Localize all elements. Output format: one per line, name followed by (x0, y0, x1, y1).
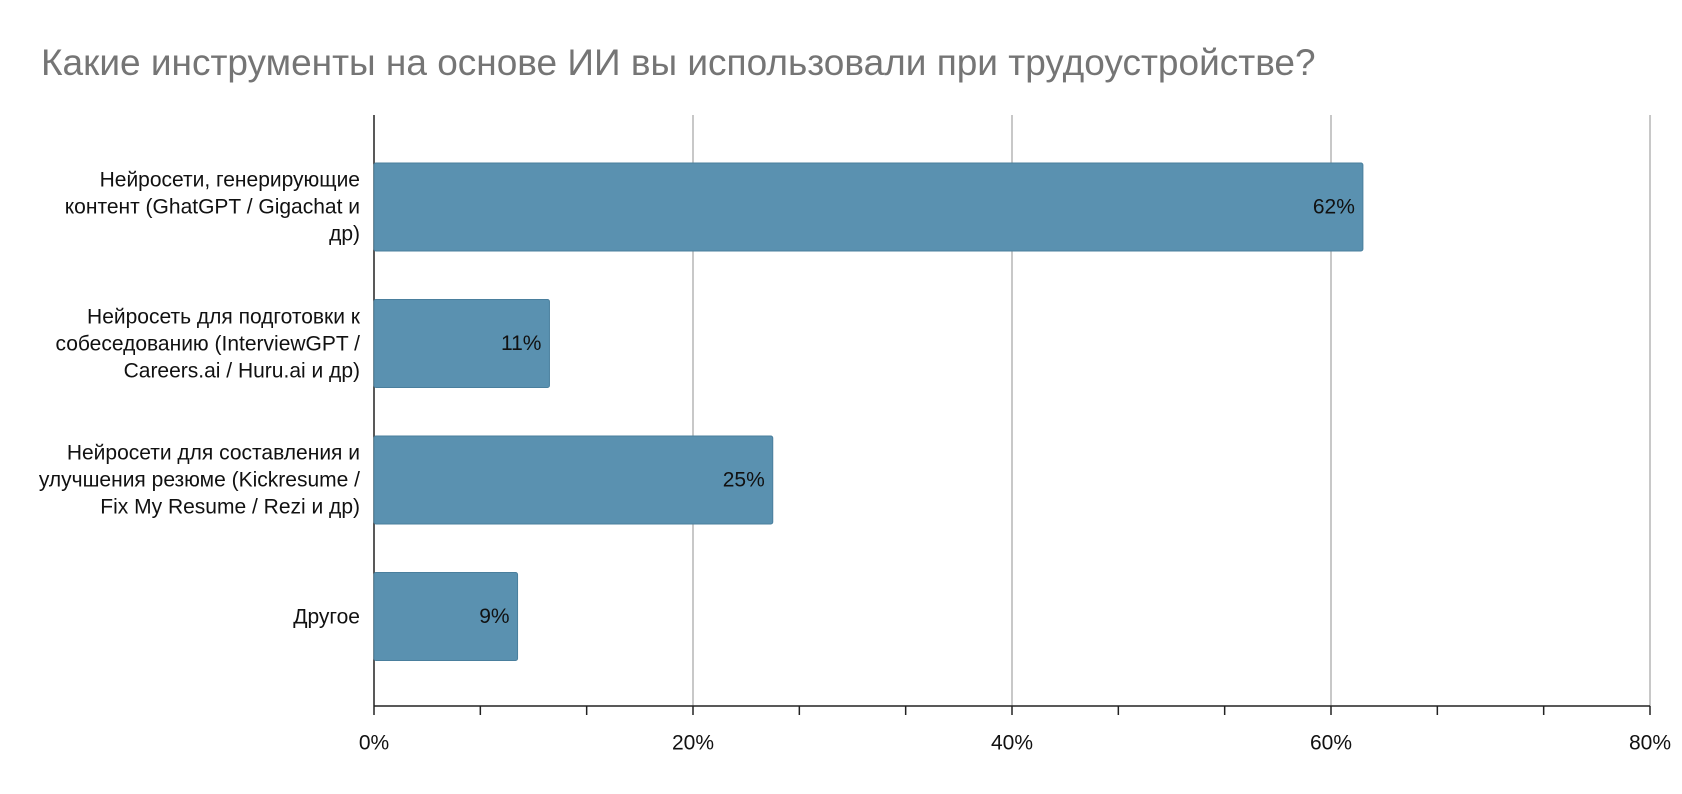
x-tick-label: 80% (1629, 732, 1671, 755)
y-tick-label: Другое (293, 605, 360, 628)
chart-title: Какие инструменты на основе ИИ вы исполь… (41, 42, 1316, 83)
x-tick-label: 20% (672, 732, 714, 755)
x-tick-label: 0% (359, 732, 389, 755)
bar (373, 572, 519, 661)
bar (373, 162, 1364, 252)
y-tick-label: Нейросеть для подготовки к собеседованию… (55, 305, 360, 382)
data-label: 9% (479, 605, 509, 628)
data-label: 11% (501, 332, 541, 355)
y-tick-label: Нейросети для составления и улучшения ре… (38, 441, 360, 519)
x-tick-label: 60% (1310, 732, 1352, 755)
data-label: 62% (1313, 196, 1355, 219)
bar (373, 299, 550, 388)
data-label: 25% (723, 469, 765, 492)
y-tick-label: Нейросети, генерирующие контент (GhatGPT… (64, 168, 360, 246)
bar (373, 435, 774, 525)
x-tick-label: 40% (991, 732, 1033, 755)
